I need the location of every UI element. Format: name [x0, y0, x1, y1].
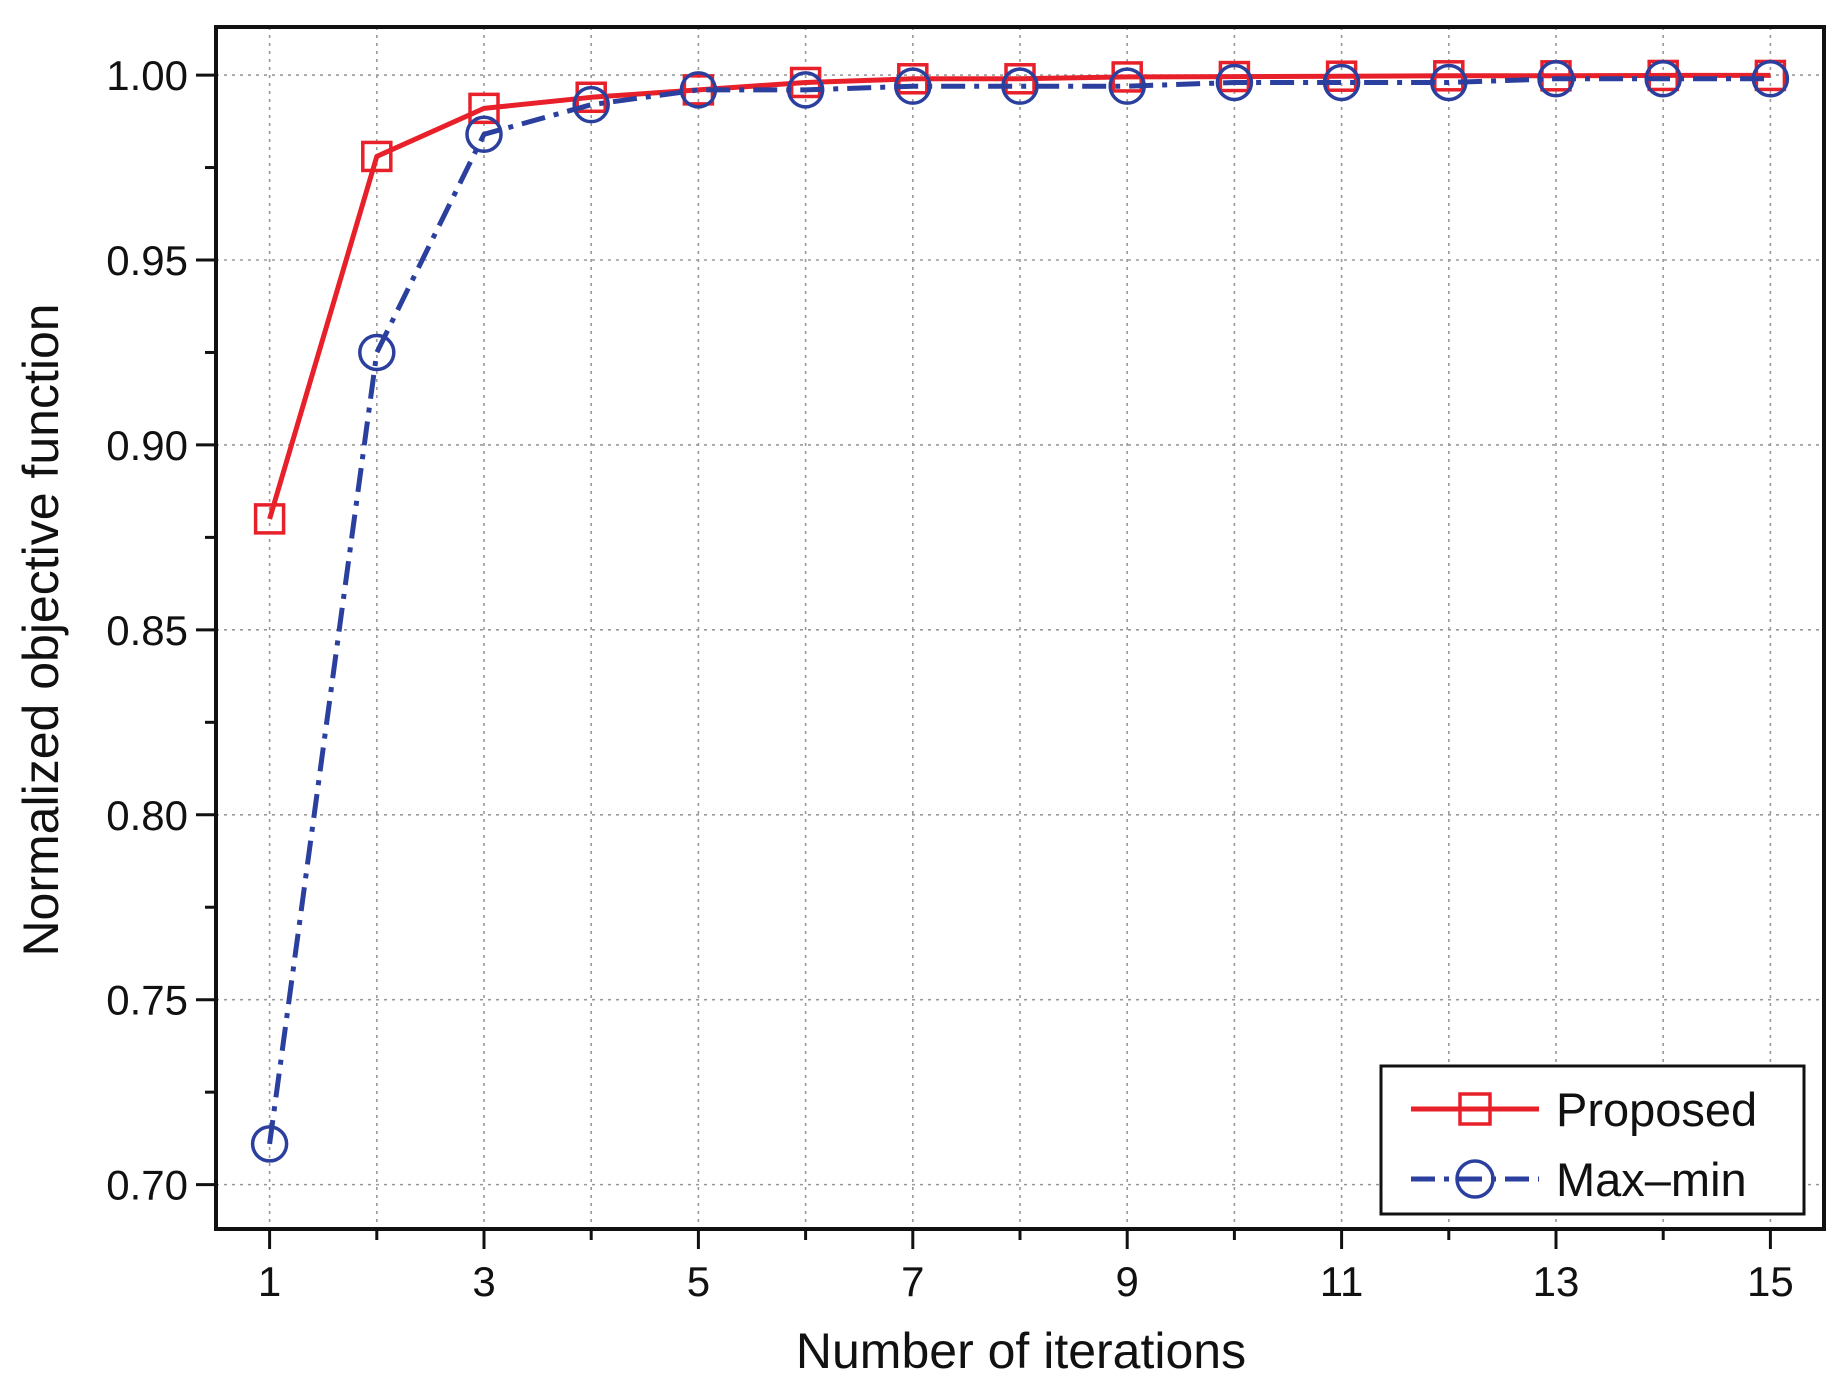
y-tick-label: 0.90	[106, 422, 188, 469]
legend-marker	[1455, 1159, 1495, 1199]
legend: Proposed Max–min	[1379, 1064, 1806, 1216]
data-point-marker	[894, 67, 932, 105]
data-point-marker	[1430, 63, 1468, 102]
data-point-marker	[1644, 60, 1682, 98]
data-point-marker	[253, 503, 286, 535]
y-tick-label: 0.75	[106, 977, 188, 1024]
y-axis-title: Normalized objective function	[13, 303, 69, 956]
x-tick-label: 11	[1320, 1258, 1364, 1305]
x-tick-label: 3	[472, 1258, 495, 1305]
x-tick-label: 7	[901, 1258, 924, 1305]
data-point-marker	[1001, 67, 1039, 105]
series-lines	[250, 59, 1790, 1163]
data-point-marker	[361, 140, 393, 173]
y-tick-label: 0.70	[106, 1162, 188, 1209]
x-tick-label: 1	[258, 1258, 281, 1305]
series-line	[267, 76, 1771, 1145]
y-tick-label: 0.85	[106, 607, 188, 654]
data-point-marker	[1108, 67, 1146, 105]
y-tick-label: 0.95	[106, 237, 188, 284]
data-point-marker	[572, 85, 610, 124]
series-max-min	[250, 60, 1790, 1163]
series-line	[267, 72, 1771, 520]
data-point-marker	[1215, 63, 1254, 102]
data-point-marker	[468, 92, 500, 125]
legend-entry: Max–min	[1411, 1153, 1747, 1206]
data-point-marker	[1537, 60, 1575, 98]
legend-marker	[1458, 1092, 1492, 1126]
data-point-marker	[786, 71, 825, 109]
legend-label: Proposed	[1556, 1083, 1757, 1136]
x-tick-label: 5	[687, 1258, 710, 1305]
x-axis-title: Number of iterations	[796, 1323, 1246, 1379]
legend-entry: Proposed	[1411, 1083, 1757, 1136]
x-tick-label: 9	[1116, 1258, 1139, 1305]
y-tick-label: 0.80	[106, 792, 188, 839]
data-point-marker	[1751, 60, 1790, 98]
grid-lines	[216, 27, 1824, 1229]
data-point-marker	[679, 71, 718, 109]
legend-box	[1379, 1064, 1806, 1216]
y-tick-label: 1.00	[106, 52, 188, 99]
data-point-marker	[250, 1125, 289, 1163]
x-tick-label: 15	[1747, 1258, 1794, 1305]
axes: 1 3 5 7 9 11 13 150.700.750.800.850.900.951.00	[106, 25, 1826, 1305]
x-tick-label: 13	[1533, 1258, 1580, 1305]
data-point-marker	[1218, 60, 1251, 93]
legend-label: Max–min	[1556, 1153, 1747, 1206]
data-point-marker	[465, 115, 503, 154]
data-point-marker	[1322, 63, 1361, 102]
data-point-marker	[358, 333, 396, 372]
